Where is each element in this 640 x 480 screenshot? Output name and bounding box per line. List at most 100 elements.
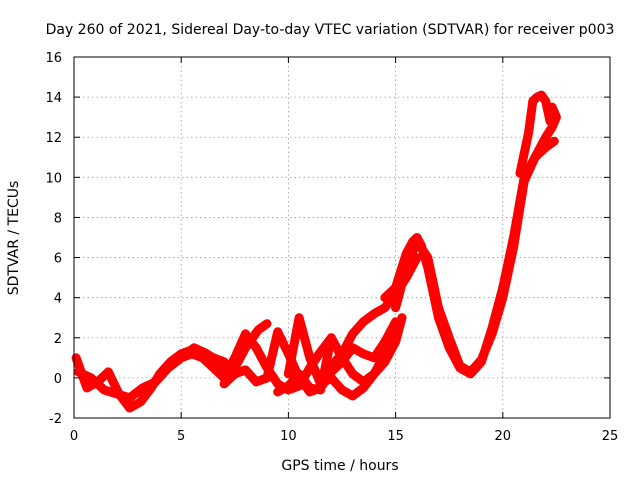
data-point xyxy=(466,367,475,376)
y-tick-label: 14 xyxy=(45,91,62,106)
data-point xyxy=(520,177,529,186)
data-point xyxy=(100,385,109,394)
data-point xyxy=(316,347,325,356)
data-point xyxy=(87,373,96,382)
y-tick-label: 16 xyxy=(45,51,62,66)
data-point xyxy=(327,373,336,382)
data-point xyxy=(550,137,559,146)
data-point xyxy=(262,319,271,328)
y-tick-label: 0 xyxy=(54,372,62,387)
x-axis-label: GPS time / hours xyxy=(281,458,398,474)
data-point xyxy=(74,367,83,376)
data-point xyxy=(327,333,336,342)
data-point xyxy=(370,369,379,378)
y-tick-label: 8 xyxy=(54,211,62,226)
data-point xyxy=(348,391,357,400)
data-point xyxy=(537,91,546,100)
data-point xyxy=(230,353,239,362)
data-point xyxy=(112,389,121,398)
y-tick-label: 2 xyxy=(54,332,62,347)
plot-frame xyxy=(73,56,611,419)
y-tick-label: 12 xyxy=(45,131,62,146)
data-point xyxy=(498,293,507,302)
data-point xyxy=(524,129,533,138)
data-point xyxy=(545,117,554,126)
axes: 0 5 10 15 20 25 -2 0 2 4 6 8 10 12 14 16 xyxy=(45,51,618,444)
data-point xyxy=(316,373,325,382)
x-tick-label: 5 xyxy=(177,429,185,444)
data-point xyxy=(434,303,443,312)
data-point xyxy=(359,383,368,392)
data-point xyxy=(488,329,497,338)
data-point xyxy=(348,329,357,338)
data-point xyxy=(241,329,250,338)
data-point xyxy=(273,379,282,388)
x-tick-label: 15 xyxy=(387,429,404,444)
series-layer xyxy=(71,90,561,413)
data-point xyxy=(198,353,207,362)
x-tick-label: 10 xyxy=(280,429,297,444)
data-point xyxy=(209,363,218,372)
y-tick-label: -2 xyxy=(49,412,62,427)
data-point xyxy=(305,353,314,362)
data-point xyxy=(230,369,239,378)
data-point xyxy=(104,367,113,376)
data-point xyxy=(241,365,250,374)
data-point xyxy=(262,373,271,382)
data-point xyxy=(252,343,261,352)
data-point xyxy=(391,303,400,312)
y-tick-label: 6 xyxy=(54,252,62,267)
data-point xyxy=(423,253,432,262)
data-point xyxy=(138,383,147,392)
series-sat-b xyxy=(73,319,272,403)
data-point xyxy=(477,355,486,364)
data-point xyxy=(164,363,173,372)
data-point xyxy=(177,353,186,362)
series-sat-i xyxy=(391,136,559,377)
data-point xyxy=(273,327,282,336)
data-point xyxy=(82,383,91,392)
data-point xyxy=(252,377,261,386)
data-point xyxy=(391,333,400,342)
data-point xyxy=(533,93,542,102)
x-tick-label: 0 xyxy=(70,429,78,444)
chart-title: Day 260 of 2021, Sidereal Day-to-day VTE… xyxy=(46,22,615,38)
data-point xyxy=(254,325,263,334)
data-point xyxy=(402,263,411,272)
data-point xyxy=(284,381,293,390)
data-point xyxy=(72,353,81,362)
data-point xyxy=(541,133,550,142)
data-point xyxy=(530,153,539,162)
y-axis-label: SDTVAR / TECUs xyxy=(6,181,22,296)
data-point xyxy=(295,313,304,322)
data-point xyxy=(380,293,389,302)
data-point xyxy=(273,387,282,396)
data-point xyxy=(370,353,379,362)
data-point xyxy=(380,303,389,312)
data-point xyxy=(520,149,529,158)
data-point xyxy=(125,403,134,412)
data-point xyxy=(413,237,422,246)
data-point xyxy=(136,397,145,406)
data-point xyxy=(359,349,368,358)
data-point xyxy=(509,243,518,252)
data-point xyxy=(515,169,524,178)
data-point xyxy=(125,393,134,402)
data-point xyxy=(445,333,454,342)
data-point xyxy=(528,97,537,106)
data-point xyxy=(338,349,346,358)
y-tick-label: 4 xyxy=(54,292,62,307)
x-tick-label: 25 xyxy=(602,429,619,444)
data-point xyxy=(541,143,550,152)
data-point xyxy=(370,309,379,318)
data-point xyxy=(305,383,314,392)
x-tick-label: 20 xyxy=(495,429,512,444)
data-point xyxy=(151,377,160,386)
series-sat-h xyxy=(380,102,561,379)
data-point xyxy=(541,97,550,106)
data-point xyxy=(348,369,357,378)
data-point xyxy=(338,385,346,394)
data-point xyxy=(295,369,304,378)
data-point xyxy=(284,369,293,378)
y-tick-label: 10 xyxy=(45,171,62,186)
